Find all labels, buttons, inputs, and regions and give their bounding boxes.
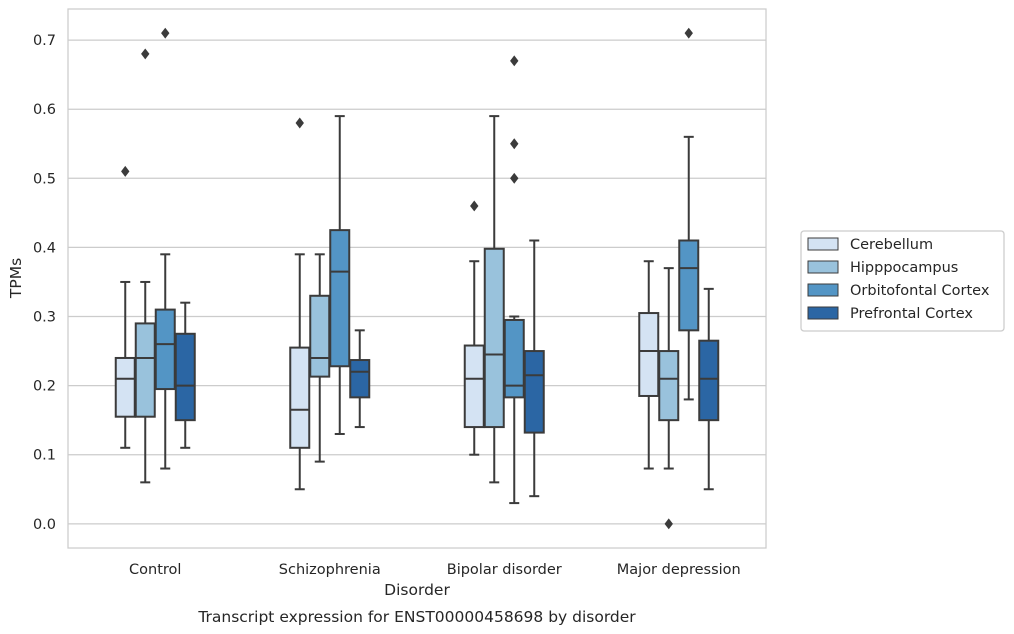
legend-label: Prefrontal Cortex [850, 306, 973, 322]
box [329, 229, 351, 368]
x-tick-label: Schizophrenia [279, 562, 381, 578]
legend-label: Hipppocampus [850, 260, 958, 276]
outlier-point [161, 27, 170, 39]
box [658, 350, 680, 422]
outlier-point [664, 518, 673, 530]
box-group [329, 115, 351, 435]
outlier-point [141, 48, 150, 60]
box [309, 294, 331, 378]
y-tick-label: 0.5 [33, 171, 56, 187]
box-group [174, 301, 196, 449]
x-tick-label: Control [129, 562, 181, 578]
box-group [638, 260, 660, 470]
y-tick-label: 0.0 [33, 517, 56, 533]
box-group [698, 287, 720, 491]
box [678, 239, 700, 332]
box [463, 344, 485, 429]
box [349, 359, 371, 399]
y-tick-label: 0.3 [33, 310, 56, 326]
y-tick-label: 0.6 [33, 102, 56, 118]
outlier-point [121, 165, 130, 177]
outlier-point [684, 27, 693, 39]
outlier-point [295, 117, 304, 129]
x-tick-labels: Control Schizophrenia Bipolar disorder Majo… [129, 562, 741, 578]
legend-label: Orbitofontal Cortex [850, 283, 990, 299]
legend-swatch [807, 260, 839, 274]
x-tick-label: Bipolar disorder [447, 562, 562, 578]
box-group [463, 200, 485, 456]
box [523, 350, 545, 434]
y-tick-label: 0.1 [33, 448, 56, 464]
box [174, 332, 196, 422]
x-tick-label: Major depression [617, 562, 741, 578]
y-axis-label: TPMs [7, 258, 25, 299]
legend-swatch [807, 283, 839, 297]
legend-swatch [807, 237, 839, 251]
box [698, 339, 720, 422]
outlier-point [510, 55, 519, 67]
box [134, 322, 156, 418]
y-tick-label: 0.2 [33, 379, 56, 395]
legend-frame [800, 230, 1005, 332]
box [483, 247, 505, 429]
box-group [114, 165, 136, 449]
box-group [503, 55, 525, 505]
box-group [678, 27, 700, 401]
box-group [349, 329, 371, 429]
y-tick-labels: 0.0 0.1 0.2 0.3 0.4 0.5 0.6 0.7 [33, 33, 56, 533]
legend: Cerebellum Hipppocampus Orbitofontal Corte… [800, 230, 1005, 332]
box-group [289, 117, 311, 491]
box [114, 356, 136, 418]
legend-swatch [807, 306, 839, 320]
chart-caption: Transcript expression for ENST0000045869… [197, 608, 636, 626]
box-group [523, 239, 545, 498]
box-group [658, 267, 680, 530]
box [638, 312, 660, 397]
box-group [134, 48, 156, 484]
boxes [114, 27, 720, 530]
box [154, 308, 176, 391]
legend-label: Cerebellum [850, 237, 933, 253]
x-axis-label: Disorder [384, 581, 450, 599]
y-tick-label: 0.4 [33, 240, 56, 256]
y-tick-label: 0.7 [33, 33, 56, 49]
outlier-point [470, 200, 479, 212]
box [289, 346, 311, 449]
outlier-point [510, 172, 519, 184]
plot-area [67, 8, 767, 549]
outlier-point [510, 138, 519, 150]
